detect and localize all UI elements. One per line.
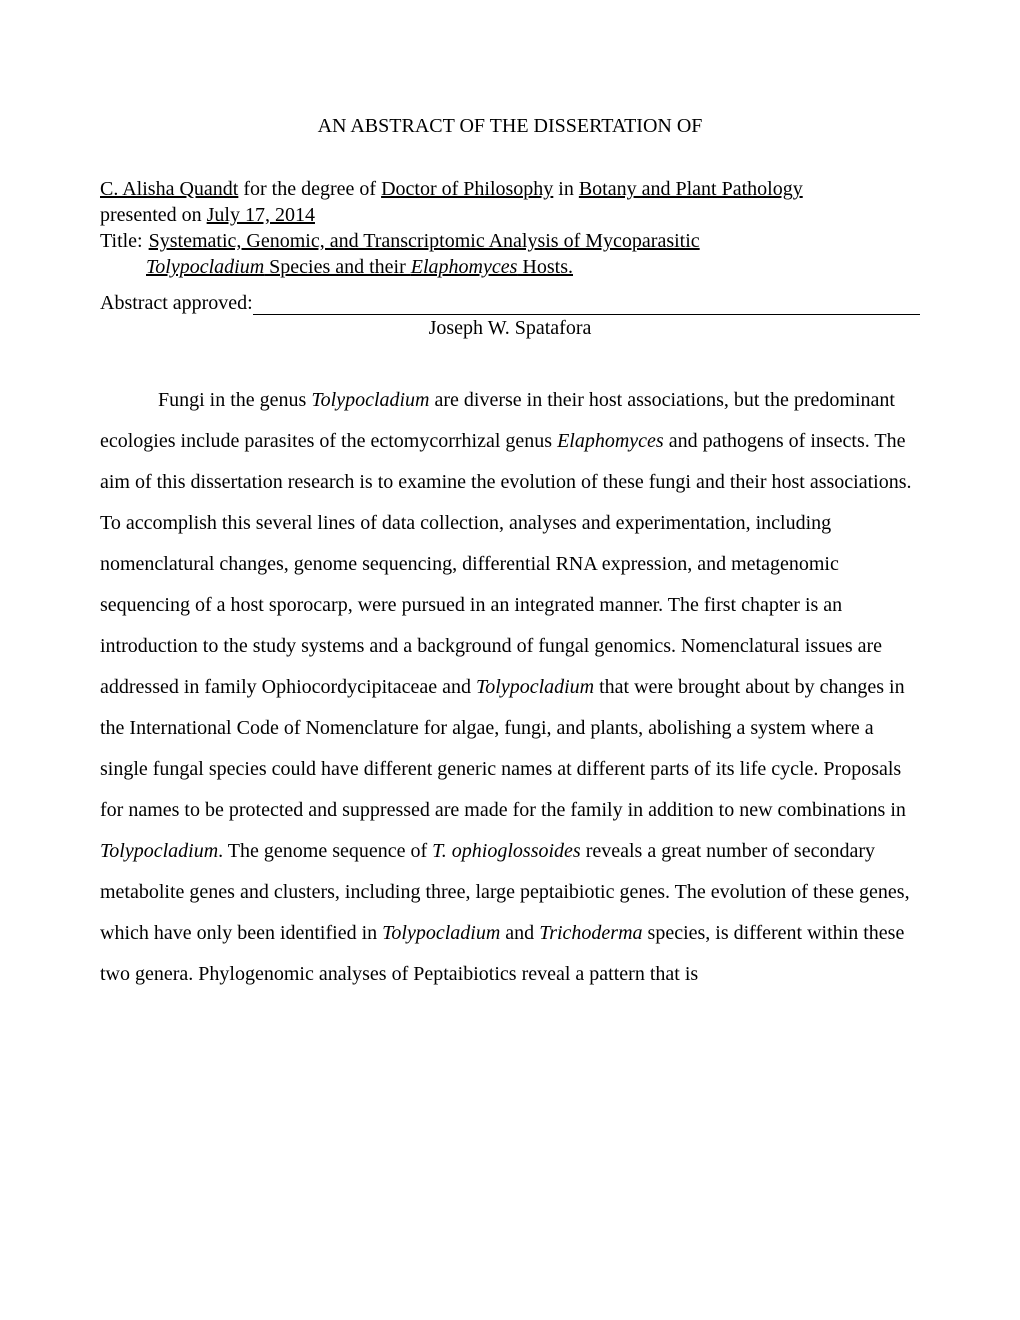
abstract-text: and pathogens of insects. The aim of thi…	[100, 430, 911, 698]
department: Botany and Plant Pathology	[579, 178, 803, 200]
genus-trichoderma: Trichoderma	[539, 922, 642, 944]
degree: Doctor of Philosophy	[381, 178, 553, 200]
genus-tolypocladium-4: Tolypocladium	[382, 922, 500, 944]
approval-row: Abstract approved:	[100, 292, 920, 315]
thesis-title-end: Hosts.	[517, 256, 573, 278]
abstract-text: and	[500, 922, 539, 944]
header-block: C. Alisha Quandt for the degree of Docto…	[100, 176, 920, 280]
genus-tolypocladium-3: Tolypocladium	[100, 840, 218, 862]
thesis-title-genus2: Elaphomyces	[411, 256, 518, 278]
thesis-title-mid: Species and their	[264, 256, 411, 278]
approver-name: Joseph W. Spatafora	[100, 317, 920, 340]
genus-elaphomyces: Elaphomyces	[557, 430, 664, 452]
presented-date: July 17, 2014	[207, 204, 315, 226]
degree-prefix: for the degree of	[238, 178, 381, 200]
abstract-body: Fungi in the genus Tolypocladium are div…	[100, 380, 920, 995]
genus-tolypocladium-2: Tolypocladium	[476, 676, 594, 698]
degree-in: in	[553, 178, 579, 200]
species-ophioglossoides: T. ophioglossoides	[432, 840, 581, 862]
abstract-text: . The genome sequence of	[218, 840, 432, 862]
thesis-title-line1: Systematic, Genomic, and Transcriptomic …	[149, 230, 700, 252]
thesis-title-genus1: Tolypocladium	[146, 256, 264, 278]
page: AN ABSTRACT OF THE DISSERTATION OF C. Al…	[0, 0, 1020, 1055]
genus-tolypocladium-1: Tolypocladium	[311, 389, 429, 411]
page-title: AN ABSTRACT OF THE DISSERTATION OF	[100, 115, 920, 138]
presented-label: presented on	[100, 204, 207, 226]
approval-line	[253, 296, 920, 315]
author-name: C. Alisha Quandt	[100, 178, 238, 200]
thesis-title-label: Title:	[100, 228, 149, 254]
approval-label: Abstract approved:	[100, 292, 253, 315]
abstract-text: Fungi in the genus	[158, 389, 311, 411]
